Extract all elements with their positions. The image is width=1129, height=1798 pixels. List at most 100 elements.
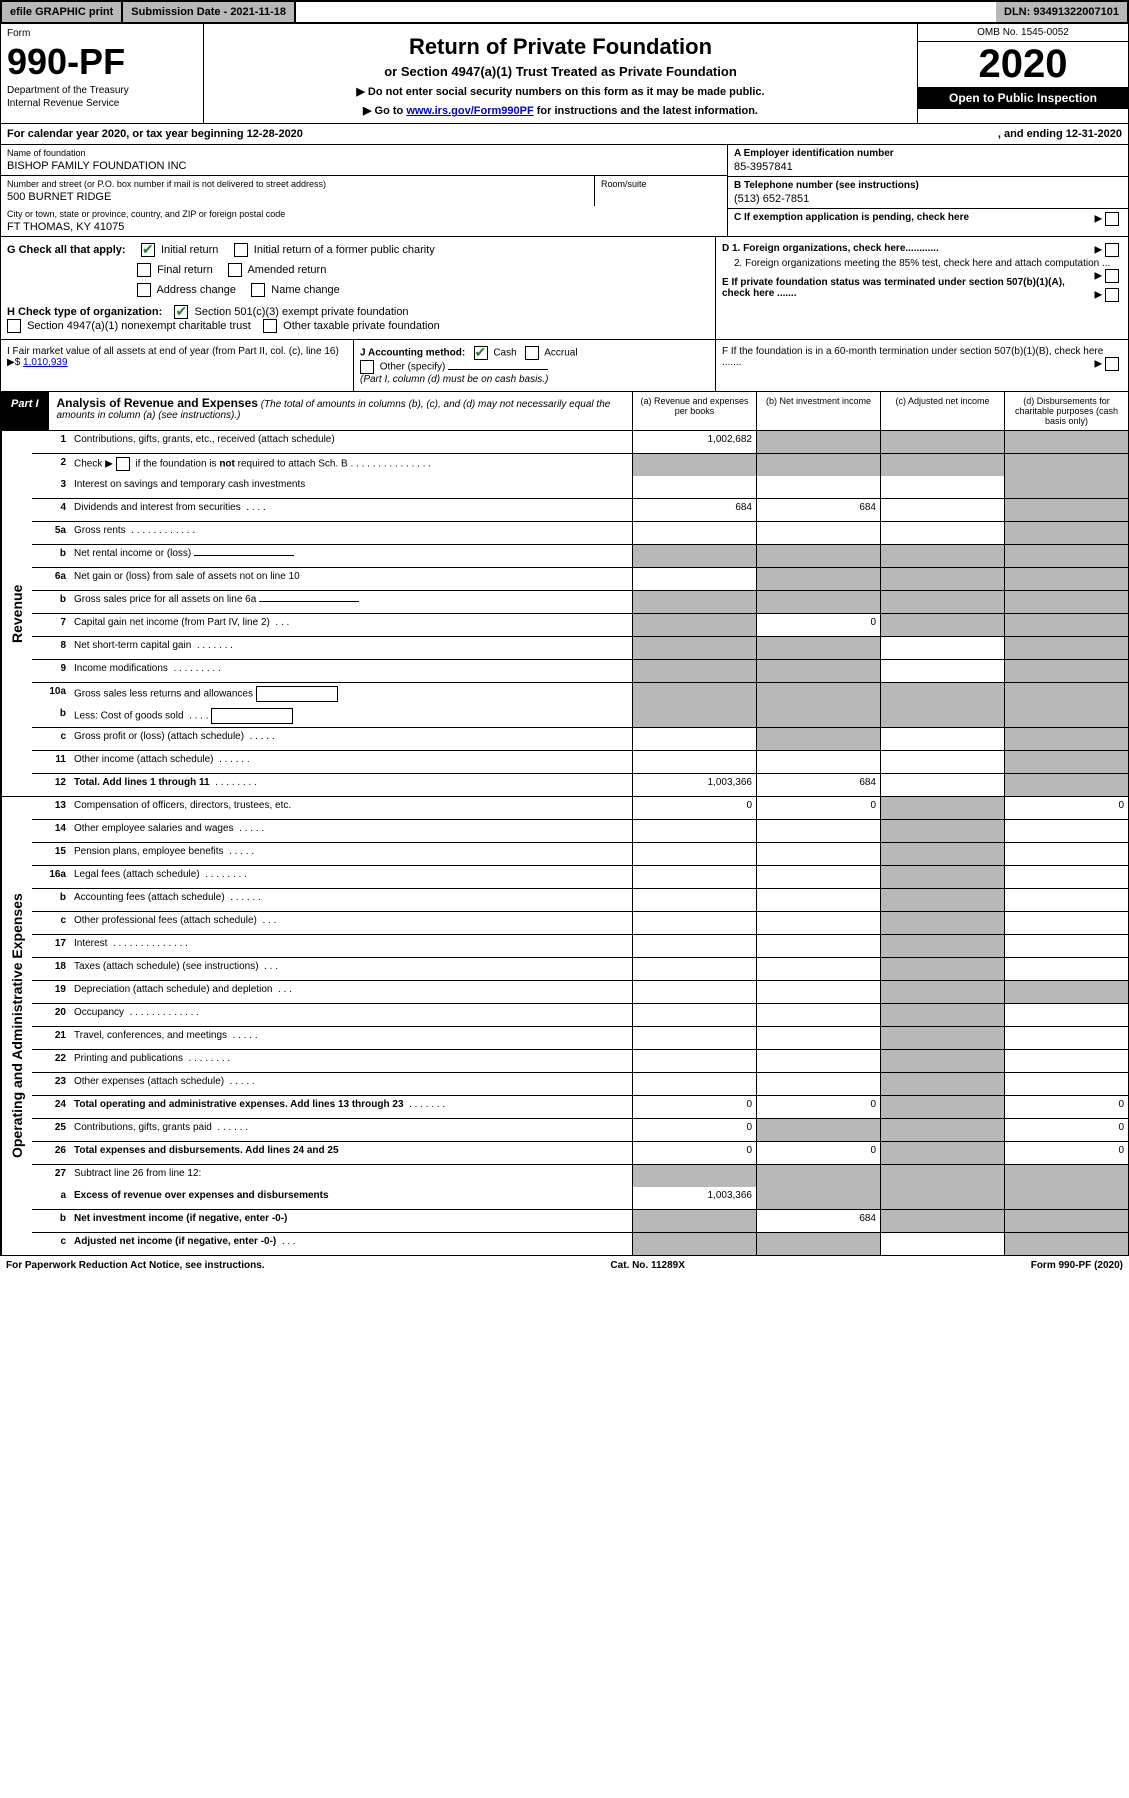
line-9: 9 Income modifications . . . . . . . . . [32,660,1128,683]
col-c [880,797,1004,819]
line-17: 17 Interest . . . . . . . . . . . . . . [32,935,1128,958]
line-10b: b Less: Cost of goods sold . . . . [32,705,1128,728]
col-c [880,1050,1004,1072]
col-b-header: (b) Net investment income [756,392,880,430]
j-cash: Cash [493,348,516,359]
j-other-checkbox[interactable] [360,360,374,374]
col-b [756,843,880,865]
g-amended-checkbox[interactable] [228,263,242,277]
foundation-name: BISHOP FAMILY FOUNDATION INC [7,160,721,172]
col-d [1004,912,1128,934]
h-501c3: Section 501(c)(3) exempt private foundat… [195,306,409,318]
line-num: 23 [32,1073,70,1095]
line-6a: 6a Net gain or (loss) from sale of asset… [32,568,1128,591]
col-a [632,683,756,705]
ein-label: A Employer identification number [734,148,1122,159]
j-cash-checkbox[interactable] [474,346,488,360]
d1-checkbox[interactable] [1105,243,1119,257]
col-b [756,728,880,750]
irs-link[interactable]: www.irs.gov/Form990PF [406,105,533,117]
line-desc: Printing and publications . . . . . . . … [70,1050,632,1072]
line6b-input[interactable] [259,601,359,602]
g-initial-former-checkbox[interactable] [234,243,248,257]
col-b [756,705,880,727]
g-addr-checkbox[interactable] [137,283,151,297]
part1-title-cell: Analysis of Revenue and Expenses (The to… [49,392,632,430]
line-2: 2 Check ▶ if the foundation is not requi… [32,454,1128,476]
col-a [632,545,756,567]
col-a [632,568,756,590]
h-501c3-checkbox[interactable] [174,305,188,319]
line-25: 25 Contributions, gifts, grants paid . .… [32,1119,1128,1142]
line-num: 6a [32,568,70,590]
line-27b: b Net investment income (if negative, en… [32,1210,1128,1233]
e-checkbox[interactable] [1105,288,1119,302]
j-other-input[interactable] [448,369,548,370]
room-suite: Room/suite [594,176,727,206]
line10a-box[interactable] [256,686,338,702]
col-headers: (a) Revenue and expenses per books (b) N… [632,392,1128,430]
col-c [880,1210,1004,1232]
entity-left: Name of foundation BISHOP FAMILY FOUNDAT… [1,145,727,236]
open-public: Open to Public Inspection [918,87,1128,109]
col-d [1004,820,1128,842]
line-num: a [32,1187,70,1209]
g-final-checkbox[interactable] [137,263,151,277]
line-num: 25 [32,1119,70,1141]
col-c [880,499,1004,521]
g-initial-former: Initial return of a former public charit… [254,244,435,256]
line10b-box[interactable] [211,708,293,724]
line-desc: Capital gain net income (from Part IV, l… [70,614,632,636]
line-num: 13 [32,797,70,819]
d-e-right: D 1. Foreign organizations, check here..… [715,237,1128,339]
col-c [880,660,1004,682]
line-desc: Interest . . . . . . . . . . . . . . [70,935,632,957]
revenue-section: Revenue 1 Contributions, gifts, grants, … [0,431,1129,797]
line-18: 18 Taxes (attach schedule) (see instruct… [32,958,1128,981]
line-desc: Compensation of officers, directors, tru… [70,797,632,819]
col-c [880,1073,1004,1095]
col-a-header: (a) Revenue and expenses per books [632,392,756,430]
h-4947-checkbox[interactable] [7,319,21,333]
d2-checkbox[interactable] [1105,269,1119,283]
col-b [756,1073,880,1095]
col-a [632,935,756,957]
col-d [1004,522,1128,544]
line-desc: Subtract line 26 from line 12: [70,1165,632,1187]
line-desc: Gross rents . . . . . . . . . . . . [70,522,632,544]
line-num: c [32,912,70,934]
col-c [880,912,1004,934]
instr-link: ▶ Go to www.irs.gov/Form990PF for instru… [210,104,911,117]
col-a: 1,003,366 [632,1187,756,1209]
line-num: c [32,1233,70,1255]
efile-label[interactable]: efile GRAPHIC print [2,2,123,22]
form-subtitle: or Section 4947(a)(1) Trust Treated as P… [210,64,911,79]
line5b-input[interactable] [194,555,294,556]
col-b: 684 [756,1210,880,1232]
header-right: OMB No. 1545-0052 2020 Open to Public In… [917,24,1128,123]
calendar-end: , and ending 12-31-2020 [998,128,1122,140]
dln-number: DLN: 93491322007101 [996,2,1127,22]
expenses-side-label: Operating and Administrative Expenses [1,797,32,1255]
line-num: 2 [32,454,70,476]
col-d [1004,866,1128,888]
g-addr: Address change [156,284,236,296]
line-8: 8 Net short-term capital gain . . . . . … [32,637,1128,660]
i-value[interactable]: 1,010,939 [23,357,68,368]
line-desc: Net gain or (loss) from sale of assets n… [70,568,632,590]
instr-pre: ▶ Go to [363,105,406,117]
col-b [756,1187,880,1209]
g-initial-checkbox[interactable] [141,243,155,257]
col-d [1004,637,1128,659]
col-d [1004,568,1128,590]
c-checkbox[interactable] [1105,212,1119,226]
name-label: Name of foundation [7,148,721,158]
h-other-checkbox[interactable] [263,319,277,333]
g-name-checkbox[interactable] [251,283,265,297]
f-checkbox[interactable] [1105,357,1119,371]
calendar-year-row: For calendar year 2020, or tax year begi… [0,124,1129,145]
col-d [1004,431,1128,453]
schb-checkbox[interactable] [116,457,130,471]
line-num: 27 [32,1165,70,1187]
j-accrual-checkbox[interactable] [525,346,539,360]
